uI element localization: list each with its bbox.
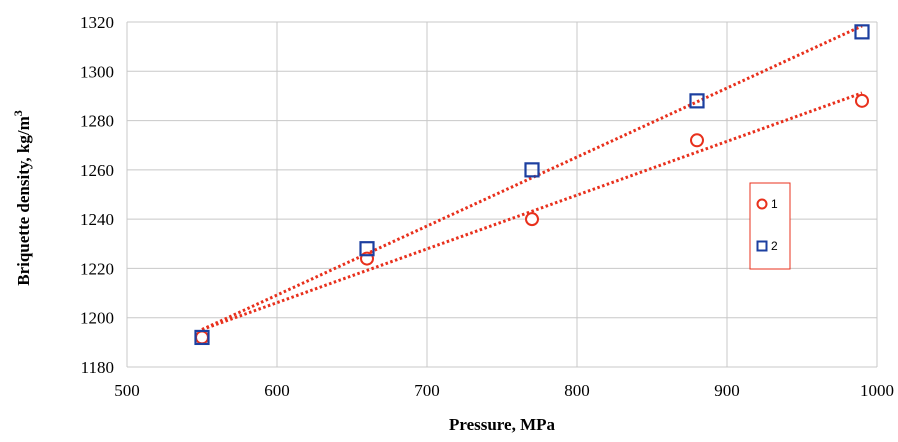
y-tick-label: 1260 xyxy=(80,161,114,180)
x-tick-label: 900 xyxy=(714,381,740,400)
x-tick-label: 700 xyxy=(414,381,440,400)
y-tick-label: 1220 xyxy=(80,259,114,278)
y-tick-label: 1300 xyxy=(80,62,114,81)
y-axis-title-superscript: 3 xyxy=(11,110,25,116)
data-point-series-1 xyxy=(855,93,869,108)
trendline-series-1 xyxy=(201,91,863,331)
y-tick-label: 1320 xyxy=(80,13,114,32)
data-point-series-1 xyxy=(690,133,704,148)
legend-label-series-2: 2 xyxy=(771,239,778,253)
data-point-series-2 xyxy=(854,24,870,40)
legend-marker-series-2 xyxy=(756,240,768,252)
data-point-series-2 xyxy=(524,162,540,178)
y-tick-labels: 1180 1200 1220 1240 1260 1280 1300 1320 xyxy=(80,13,114,377)
data-markers xyxy=(194,24,870,346)
legend: 1 2 xyxy=(749,182,791,270)
data-point-series-2 xyxy=(194,329,210,346)
x-tick-label: 500 xyxy=(114,381,140,400)
x-tick-label: 600 xyxy=(264,381,290,400)
data-point-series-1 xyxy=(525,212,539,227)
grid xyxy=(126,21,878,368)
legend-marker-series-1 xyxy=(756,198,768,210)
data-point-series-1 xyxy=(195,330,209,345)
trendlines xyxy=(201,24,863,331)
y-tick-label: 1180 xyxy=(81,358,114,377)
legend-label-series-1: 1 xyxy=(771,197,778,211)
y-tick-label: 1200 xyxy=(80,309,114,328)
y-tick-label: 1240 xyxy=(80,210,114,229)
y-tick-label: 1280 xyxy=(80,112,114,131)
y-axis-title: Briquette density, kg/m3 xyxy=(11,110,33,286)
x-axis-title: Pressure, MPa xyxy=(449,415,556,434)
legend-box xyxy=(749,182,791,270)
x-tick-label: 1000 xyxy=(860,381,894,400)
data-point-series-2 xyxy=(359,241,375,257)
x-tick-label: 800 xyxy=(564,381,590,400)
trendline-series-2 xyxy=(201,24,863,331)
x-tick-labels: 500 600 700 800 900 1000 xyxy=(114,381,894,400)
y-axis-title-main: Briquette density, kg/m xyxy=(14,116,33,286)
data-point-series-2 xyxy=(689,93,705,109)
